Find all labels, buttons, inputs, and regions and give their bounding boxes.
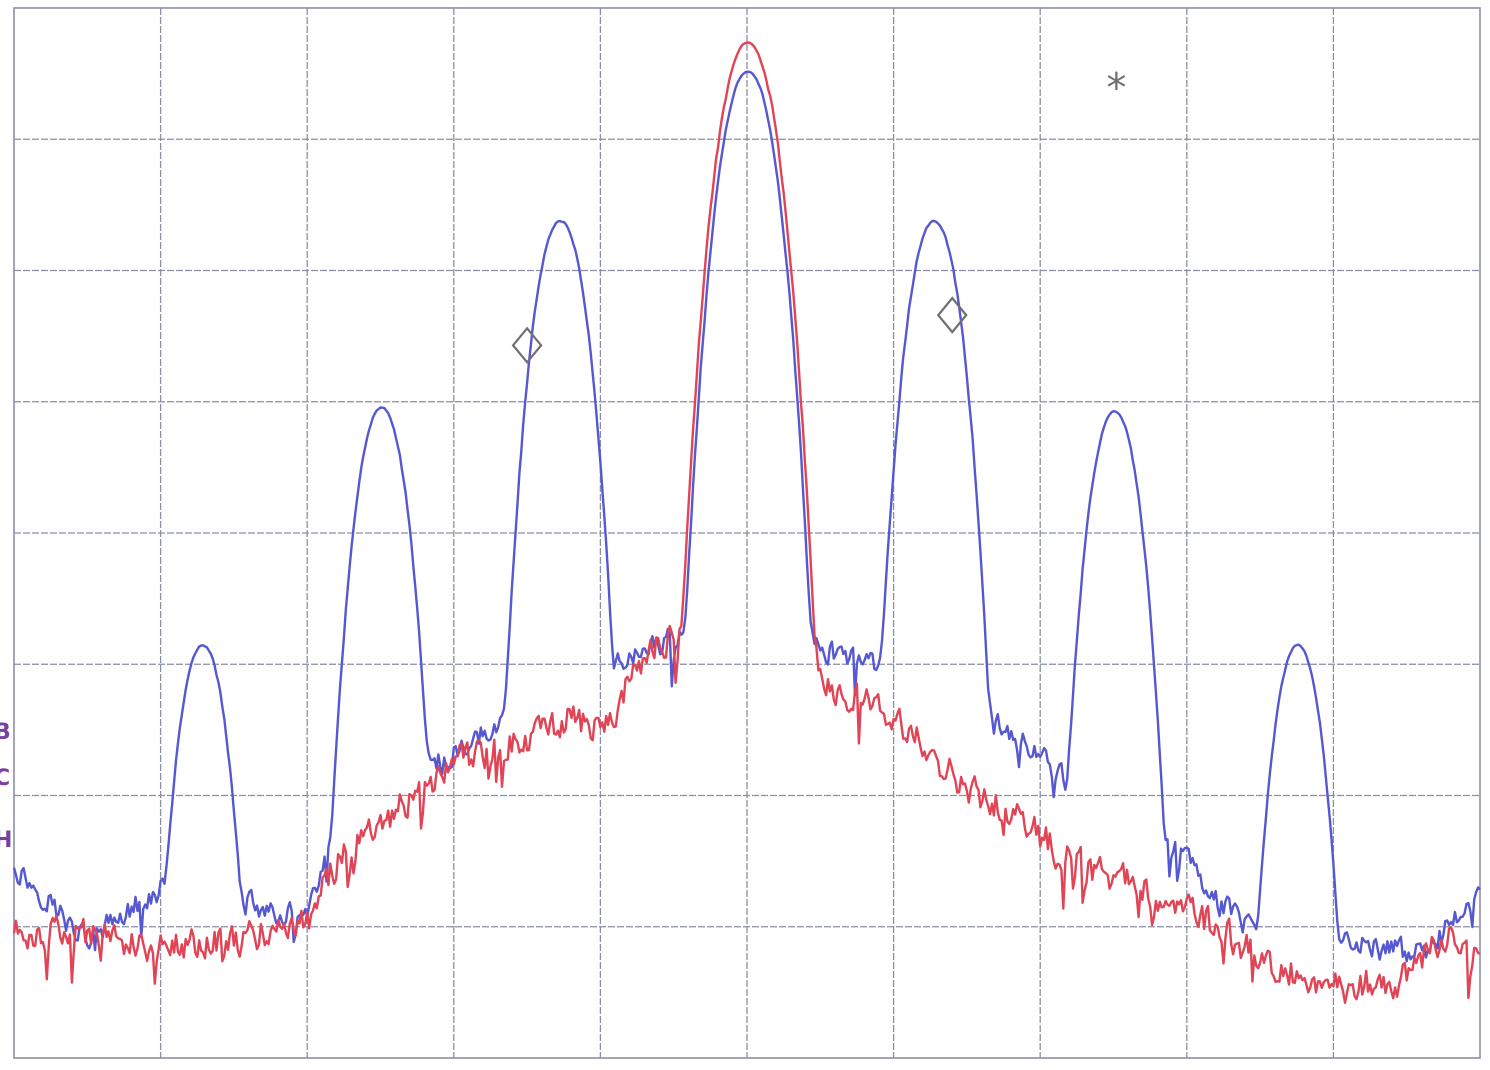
trace-red <box>12 41 1481 1004</box>
marker-layer: * <box>511 66 1126 365</box>
side-text-char: H <box>0 828 13 853</box>
marker-diamond-1 <box>511 326 543 365</box>
marker-asterisk: * <box>1106 66 1126 112</box>
grid <box>13 7 1481 1059</box>
side-text-char: B <box>0 720 11 745</box>
series-layer <box>12 41 1481 1004</box>
marker-diamond-2 <box>936 296 968 334</box>
side-text-char: C <box>0 766 11 791</box>
trace-blue <box>12 70 1481 963</box>
